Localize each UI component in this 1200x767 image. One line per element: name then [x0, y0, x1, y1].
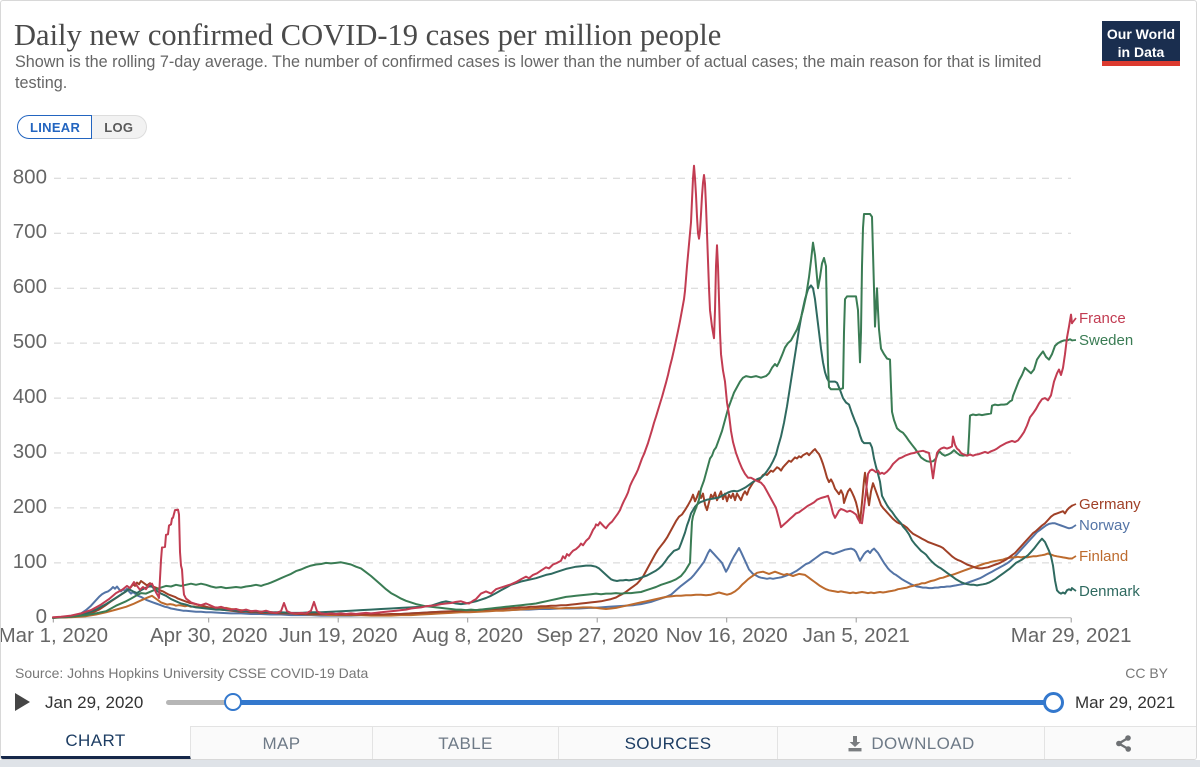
svg-text:300: 300 [13, 440, 47, 463]
svg-text:100: 100 [13, 550, 47, 573]
svg-text:Denmark: Denmark [1079, 583, 1140, 600]
svg-text:600: 600 [13, 275, 47, 298]
svg-text:800: 800 [13, 165, 47, 188]
svg-text:Mar 29, 2021: Mar 29, 2021 [1011, 624, 1132, 647]
svg-text:Sweden: Sweden [1079, 332, 1133, 349]
svg-text:700: 700 [13, 220, 47, 243]
svg-text:Mar 1, 2020: Mar 1, 2020 [1, 624, 108, 647]
svg-text:Sep 27, 2020: Sep 27, 2020 [536, 624, 658, 647]
svg-text:Jan 5, 2021: Jan 5, 2021 [803, 624, 910, 647]
svg-text:Aug 8, 2020: Aug 8, 2020 [412, 624, 523, 647]
svg-text:Germany: Germany [1079, 496, 1141, 513]
svg-text:Norway: Norway [1079, 517, 1130, 534]
svg-text:200: 200 [13, 495, 47, 518]
svg-text:500: 500 [13, 330, 47, 353]
svg-text:400: 400 [13, 385, 47, 408]
svg-text:Apr 30, 2020: Apr 30, 2020 [150, 624, 267, 647]
svg-text:Nov 16, 2020: Nov 16, 2020 [666, 624, 788, 647]
svg-text:France: France [1079, 310, 1126, 327]
svg-text:0: 0 [36, 605, 47, 628]
svg-text:Finland: Finland [1079, 548, 1128, 565]
svg-text:Jun 19, 2020: Jun 19, 2020 [279, 624, 398, 647]
